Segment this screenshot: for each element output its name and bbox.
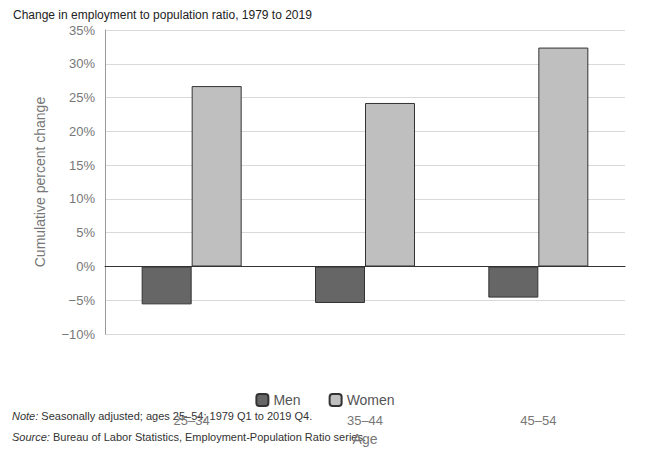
svg-text:Bureau of Labor Statistics, Em: Bureau of Labor Statistics, Employment-P… [50,431,366,443]
svg-text:Change in employment to popula: Change in employment to population ratio… [13,8,312,22]
svg-text:35–44: 35–44 [347,413,383,428]
svg-text:25–34: 25–34 [174,413,210,428]
svg-text:Note:: Note: [12,410,38,422]
svg-text:Men: Men [273,392,300,408]
svg-text:Age: Age [353,431,378,447]
svg-text:Women: Women [347,392,395,408]
svg-text:−5%: −5% [69,293,96,308]
svg-text:5%: 5% [76,225,95,240]
svg-text:15%: 15% [69,158,95,173]
svg-text:Seasonally adjusted; ages 25–5: Seasonally adjusted; ages 25–54; 1979 Q1… [38,409,313,422]
svg-text:0%: 0% [76,259,95,274]
svg-text:30%: 30% [69,56,95,71]
svg-text:25%: 25% [69,90,95,105]
svg-text:−10%: −10% [61,327,95,342]
svg-text:Source:: Source: [12,431,50,443]
svg-text:10%: 10% [69,191,95,206]
svg-text:45–54: 45–54 [520,413,556,428]
svg-text:20%: 20% [69,124,95,139]
svg-text:Cumulative percent change: Cumulative percent change [32,97,48,268]
svg-text:35%: 35% [69,23,95,38]
